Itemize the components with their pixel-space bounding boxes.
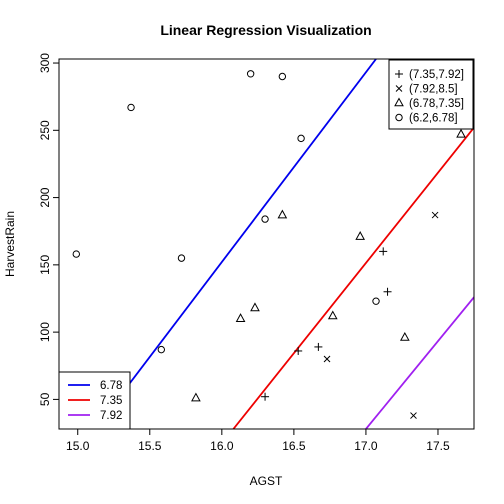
data-point-circle xyxy=(297,134,305,143)
data-point-plus xyxy=(314,342,323,351)
legend-line-label: 7.92 xyxy=(100,410,122,422)
legend-point-label: (6.78,7.35] xyxy=(409,98,464,110)
regression-line-7-35 xyxy=(232,127,474,429)
legend-marker-triangle xyxy=(394,97,404,107)
data-point-cross xyxy=(431,211,439,219)
legend-point-label: (6.2,6.78] xyxy=(409,113,458,125)
chart-title: Linear Regression Visualization xyxy=(160,22,371,38)
data-point-triangle xyxy=(355,231,366,240)
legend-points-box xyxy=(388,59,474,130)
legend-points: (7.35,7.92] (7.92,8.5] (6.78,7.35] (6.2,6.7… xyxy=(388,59,474,130)
data-point-circle xyxy=(246,70,255,78)
data-point-triangle xyxy=(235,313,246,322)
y-tick-label: 100 xyxy=(38,322,52,342)
x-tick-label: 17.5 xyxy=(426,439,450,453)
y-axis: 50 100 150 200 250 300 xyxy=(38,53,59,406)
legend-line-label: 6.78 xyxy=(100,380,122,392)
data-point-plus xyxy=(383,287,392,296)
legend-point-label: (7.92,8.5] xyxy=(409,84,458,96)
data-point-circle xyxy=(261,215,269,223)
data-point-circle xyxy=(127,103,135,112)
legend-point-label: (7.35,7.92] xyxy=(409,69,464,81)
data-point-triangle xyxy=(327,310,338,320)
legend-marker-cross xyxy=(395,85,403,92)
legend-marker-plus xyxy=(395,70,403,78)
data-point-circle xyxy=(278,72,287,81)
data-point-plus xyxy=(294,346,303,355)
legend-lines: 6.78 7.35 7.92 xyxy=(58,371,131,430)
data-point-circle xyxy=(72,250,80,258)
data-point-triangle xyxy=(456,128,466,138)
data-point-circle xyxy=(372,297,380,305)
x-tick-label: 16.0 xyxy=(210,439,234,453)
regression-line-6-78 xyxy=(94,59,377,429)
x-tick-label: 15.5 xyxy=(138,439,162,453)
y-axis-label: HarvestRain xyxy=(3,211,17,277)
data-point-plus xyxy=(261,392,270,401)
regression-lines xyxy=(94,59,474,429)
x-axis: 15.0 15.5 16.0 16.5 17.0 17.5 xyxy=(66,429,450,453)
y-tick-label: 150 xyxy=(38,255,52,275)
data-point-triangle xyxy=(277,209,288,219)
legend-marker-circle xyxy=(395,113,403,122)
x-tick-label: 17.0 xyxy=(354,439,378,453)
legend-line-label: 7.35 xyxy=(100,395,122,407)
data-point-cross xyxy=(410,412,417,419)
data-point-triangle xyxy=(250,302,260,312)
regression-line-7-92 xyxy=(365,296,474,429)
y-tick-label: 250 xyxy=(38,120,52,140)
data-point-triangle xyxy=(399,331,410,341)
data-point-circle xyxy=(157,345,166,354)
x-axis-label: AGST xyxy=(250,474,283,488)
x-tick-label: 15.0 xyxy=(66,439,90,453)
plot-frame xyxy=(58,58,475,430)
data-point-circle xyxy=(177,254,186,262)
data-point-cross xyxy=(323,355,331,363)
data-point-triangle xyxy=(191,392,201,402)
y-tick-label: 300 xyxy=(38,53,52,73)
data-points xyxy=(72,70,466,419)
y-tick-label: 200 xyxy=(38,187,52,207)
x-tick-label: 16.5 xyxy=(282,439,306,453)
data-point-plus xyxy=(379,247,388,256)
y-tick-label: 50 xyxy=(38,392,52,406)
